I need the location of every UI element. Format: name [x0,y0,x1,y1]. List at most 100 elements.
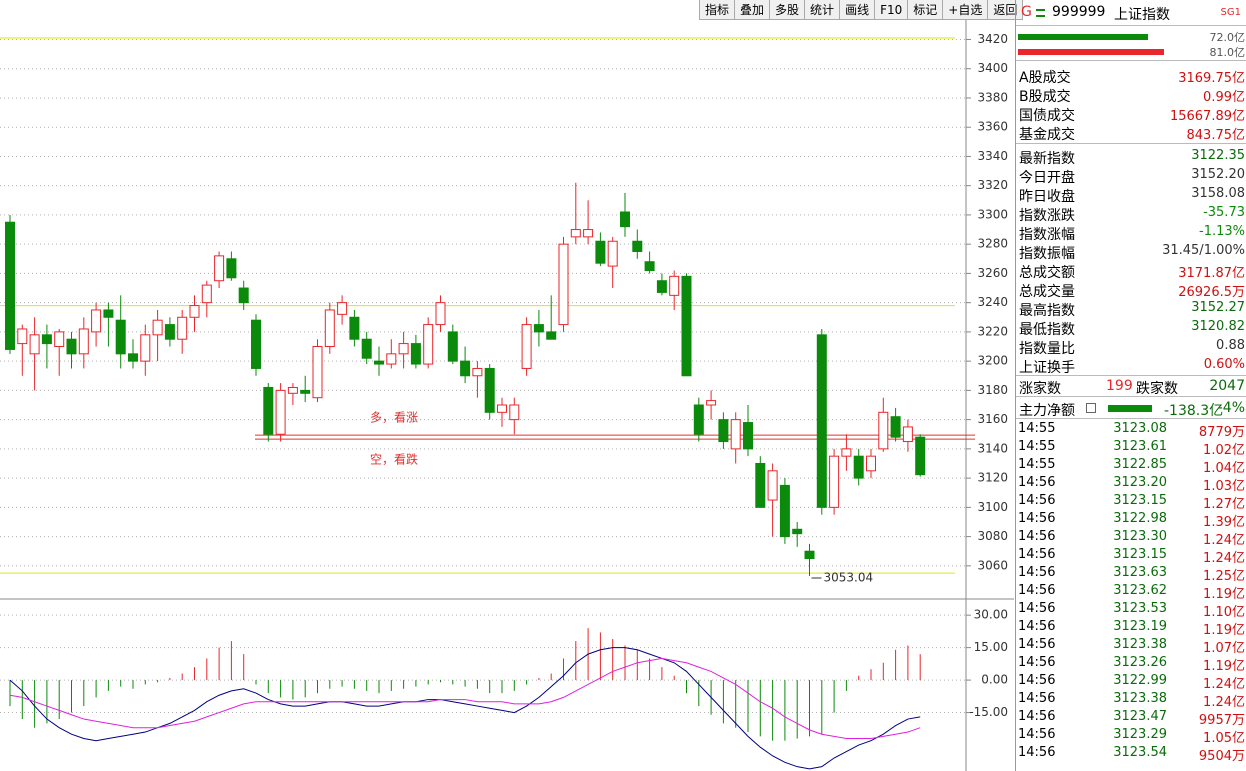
y-tick-label: 3320 [977,178,1008,192]
main-flow-row: 主力净额 -138.3亿 -4% [1016,398,1246,419]
stat-label: 基金成交 [1019,127,1075,143]
candle-body [915,436,926,476]
toolbar-button[interactable]: 返回 [988,0,1024,20]
candle-body [509,404,520,421]
candle-body [718,419,729,443]
toolbar-button[interactable]: +自选 [943,0,989,20]
trade-volume: 1.27亿 [1203,497,1245,512]
candle-body [251,319,261,369]
candle-body [632,240,643,252]
candle-body [189,305,200,318]
stat-label: 指数涨幅 [1019,227,1075,243]
trade-volume: 1.24亿 [1203,695,1245,710]
candle-body [201,284,212,304]
trade-price: 3123.30 [1113,529,1167,544]
candle-body [435,302,446,326]
stat-label: 最低指数 [1019,322,1075,338]
candle-body [263,386,274,435]
toolbar-button[interactable]: F10 [875,0,909,20]
candle-body [17,328,28,345]
stat-row: 指数振幅 31.45/1.00% [1016,242,1246,262]
y-tick-label: 3400 [977,61,1008,75]
candle-body [841,448,852,457]
candle-body [238,287,249,304]
stat-row: 最低指数 3120.82 [1016,318,1246,338]
candle-body [484,367,495,413]
toolbar-button[interactable]: 多股 [770,0,806,20]
stat-row: A股成交 3169.75亿 [1016,66,1246,86]
candle-body [361,338,372,359]
stat-row: 最新指数 3122.35 [1016,147,1246,167]
trade-time: 14:56 [1018,493,1056,508]
annotation: 空，看跌 [370,452,418,467]
candle-body [583,229,594,238]
trade-volume: 9957万 [1198,713,1245,728]
candle-body [902,426,913,443]
trade-price: 3123.20 [1113,475,1167,490]
trade-row: 14:56 3123.15 1.27亿 [1016,493,1246,512]
stat-value: 31.45/1.00% [1162,243,1245,258]
toolbar-button[interactable]: 叠加 [735,0,771,20]
trade-volume: 1.24亿 [1203,551,1245,566]
toolbar-button[interactable]: 统计 [805,0,841,20]
y-tick-label: 3120 [977,471,1008,485]
trade-row: 14:56 3123.20 1.03亿 [1016,475,1246,494]
volume-bar-label: 81.0亿 [1209,46,1246,59]
stat-label: A股成交 [1019,70,1071,86]
volume-bars: 72.0亿 81.0亿 [1016,27,1246,61]
stat-label: 总成交额 [1019,265,1075,281]
stat-label: 昨日收盘 [1019,189,1075,205]
separator [1016,375,1246,376]
trade-row: 14:56 3123.53 1.10亿 [1016,601,1246,620]
candle-body [324,309,335,348]
trade-price: 3122.85 [1113,457,1167,472]
main-flow-bar [1108,405,1152,412]
y-tick-label: 30.00 [974,608,1008,622]
y-tick-label: 3380 [977,90,1008,104]
trade-time: 14:56 [1018,745,1056,760]
y-tick-label: 3160 [977,412,1008,426]
candle-body [755,462,766,508]
security-name: 上证指数 [1114,7,1170,23]
stat-row: B股成交 0.99亿 [1016,85,1246,105]
menu-icon [1036,9,1045,17]
toolbar-button[interactable]: 标记 [908,0,944,20]
low-label: 3053.04 [824,571,874,585]
trade-time: 14:56 [1018,529,1056,544]
candle-body [730,419,741,450]
trade-time: 14:56 [1018,709,1056,724]
stat-row: 昨日收盘 3158.08 [1016,185,1246,205]
stat-row: 指数涨幅 -1.13% [1016,223,1246,243]
trade-price: 3123.26 [1113,655,1167,670]
trade-row: 14:56 3123.38 1.24亿 [1016,691,1246,710]
y-tick-label: 3340 [977,149,1008,163]
candle-body [91,309,102,333]
stat-value: 3171.87亿 [1178,266,1245,281]
stat-row: 国债成交 15667.89亿 [1016,104,1246,124]
toolbar-button[interactable]: 画线 [840,0,876,20]
quote-header: G 999999 上证指数 SG1 [1016,0,1246,26]
trade-row: 14:55 3123.08 8779万 [1016,421,1246,440]
toolbar: 指标 叠加 多股 统计 画线 F10 标记 +自选 返回 [699,0,1024,20]
stat-value: -1.13% [1199,224,1245,239]
stat-value: 843.75亿 [1186,128,1246,143]
candle-body [337,302,348,315]
y-tick-label: 3080 [977,529,1008,543]
candle-body [792,528,803,535]
y-tick-label: 3420 [977,32,1008,46]
trade-price: 3123.54 [1113,745,1167,760]
trade-price: 3122.99 [1113,673,1167,688]
stat-label: 指数涨跌 [1019,208,1075,224]
candle-body [669,275,680,296]
toolbar-button[interactable]: 指标 [700,0,736,20]
candle-body [41,334,52,345]
candle-body [312,346,323,399]
volume-bar [1018,34,1148,40]
stat-label: 指数振幅 [1019,246,1075,262]
candle-body [743,422,753,450]
security-code: 999999 [1052,4,1106,20]
trade-volume: 1.24亿 [1203,677,1245,692]
stat-label: 今日开盘 [1019,170,1075,186]
stat-value: 0.99亿 [1203,90,1245,105]
